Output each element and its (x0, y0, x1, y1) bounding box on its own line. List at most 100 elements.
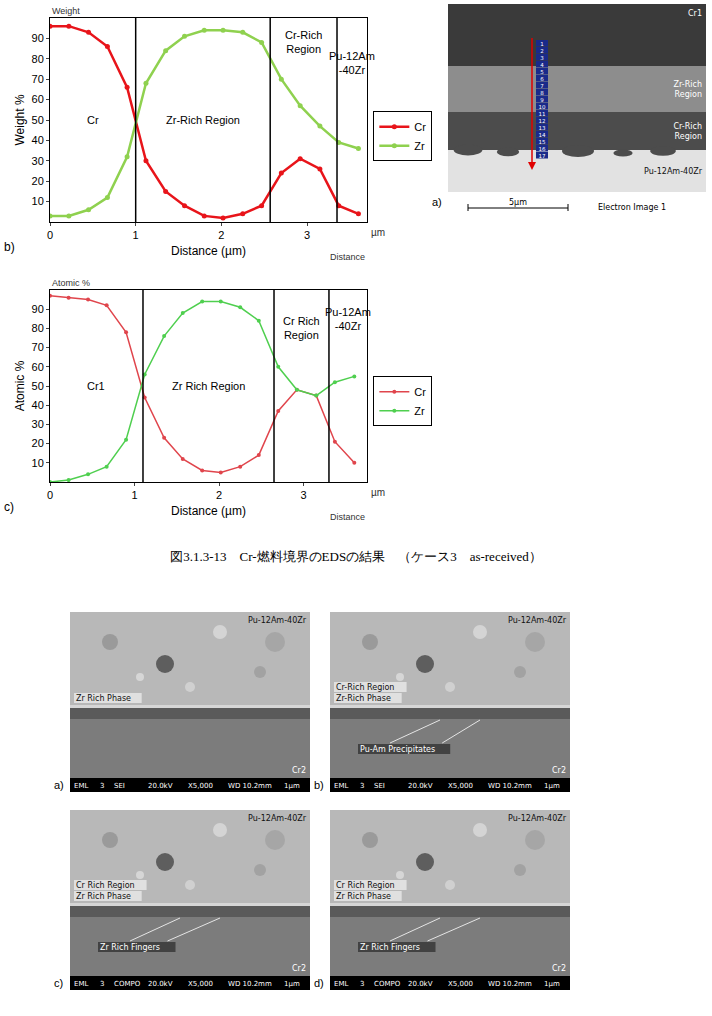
svg-text:EML: EML (74, 782, 88, 790)
svg-text:Atomic %: Atomic % (13, 360, 27, 411)
svg-text:3: 3 (301, 489, 307, 501)
svg-text:2: 2 (540, 48, 544, 54)
svg-text:Pu-12Am-40Zr: Pu-12Am-40Zr (644, 167, 703, 176)
svg-text:1µm: 1µm (544, 782, 560, 790)
svg-text:EML: EML (334, 782, 348, 790)
svg-text:WD 10.2mm: WD 10.2mm (228, 980, 272, 988)
svg-text:COMPO: COMPO (114, 980, 141, 988)
svg-text:1: 1 (131, 489, 137, 501)
svg-text:3: 3 (360, 980, 364, 988)
svg-text:Zr: Zr (414, 140, 425, 152)
svg-text:1: 1 (133, 229, 139, 241)
svg-text:9: 9 (540, 97, 544, 103)
svg-text:Cr2: Cr2 (292, 766, 306, 775)
svg-text:Weight: Weight (52, 6, 80, 16)
svg-text:20.0kV: 20.0kV (148, 980, 173, 988)
svg-text:Pu-12Am-40Zr: Pu-12Am-40Zr (325, 306, 371, 332)
svg-text:40: 40 (32, 399, 44, 411)
svg-text:90: 90 (32, 32, 44, 44)
svg-text:1µm: 1µm (284, 980, 300, 988)
svg-text:20.0kV: 20.0kV (408, 980, 433, 988)
svg-text:30: 30 (32, 418, 44, 430)
svg-text:40: 40 (32, 134, 44, 146)
svg-text:Cr: Cr (414, 121, 426, 133)
svg-text:Cr1: Cr1 (688, 9, 702, 18)
svg-text:EML: EML (334, 980, 348, 988)
svg-text:12: 12 (539, 118, 546, 124)
svg-text:Cr Rich Region: Cr Rich Region (76, 881, 135, 890)
svg-text:Zr Rich Phase: Zr Rich Phase (76, 694, 131, 703)
svg-text:Cr: Cr (87, 114, 99, 126)
svg-text:Pu-12Am-40Zr: Pu-12Am-40Zr (508, 616, 567, 625)
svg-text:20: 20 (32, 175, 44, 187)
svg-text:Zr Rich Fingers: Zr Rich Fingers (100, 943, 160, 952)
svg-text:Pu-12Am-40Zr: Pu-12Am-40Zr (508, 814, 567, 823)
svg-text:1µm: 1µm (284, 782, 300, 790)
svg-text:Cr1: Cr1 (87, 380, 105, 392)
svg-text:Pu-12Am-40Zr: Pu-12Am-40Zr (248, 616, 307, 625)
svg-text:Region: Region (675, 90, 702, 99)
svg-text:Pu-12Am-40Zr: Pu-12Am-40Zr (248, 814, 307, 823)
svg-text:3: 3 (540, 55, 544, 61)
svg-text:SEI: SEI (114, 782, 125, 790)
svg-text:Cr Rich Region: Cr Rich Region (336, 881, 395, 890)
svg-text:Cr-Rich: Cr-Rich (674, 122, 703, 131)
svg-text:Distance (µm): Distance (µm) (171, 244, 246, 258)
svg-text:Zr-Rich Phase: Zr-Rich Phase (336, 694, 391, 703)
svg-text:6: 6 (540, 76, 544, 82)
svg-text:Zr Rich Fingers: Zr Rich Fingers (360, 943, 420, 952)
svg-text:60: 60 (32, 93, 44, 105)
svg-text:10: 10 (32, 457, 44, 469)
svg-text:X5,000: X5,000 (448, 980, 473, 988)
svg-text:1µm: 1µm (544, 980, 560, 988)
svg-text:Zr Rich Phase: Zr Rich Phase (76, 892, 131, 901)
svg-text:Cr2: Cr2 (292, 964, 306, 973)
svg-text:µm: µm (371, 227, 385, 238)
svg-text:Distance: Distance (330, 512, 365, 522)
svg-text:EML: EML (74, 980, 88, 988)
svg-text:Cr2: Cr2 (552, 766, 566, 775)
svg-text:30: 30 (32, 155, 44, 167)
svg-text:Zr-Rich Region: Zr-Rich Region (166, 114, 240, 126)
svg-text:3: 3 (100, 980, 104, 988)
svg-text:3: 3 (360, 782, 364, 790)
svg-text:0: 0 (47, 489, 53, 501)
svg-text:Pu-12Am-40Zr: Pu-12Am-40Zr (329, 50, 375, 76)
svg-text:7: 7 (540, 83, 544, 89)
svg-text:3: 3 (100, 782, 104, 790)
svg-text:COMPO: COMPO (374, 980, 401, 988)
svg-text:16: 16 (539, 146, 546, 152)
svg-text:Cr: Cr (414, 386, 426, 398)
svg-text:Zr: Zr (414, 405, 425, 417)
svg-text:X5,000: X5,000 (188, 980, 213, 988)
svg-text:Pu-Am Precipitates: Pu-Am Precipitates (360, 745, 435, 754)
svg-text:Electron Image 1: Electron Image 1 (598, 203, 666, 212)
svg-text:70: 70 (32, 73, 44, 85)
svg-text:Region: Region (675, 132, 702, 141)
svg-text:Cr2: Cr2 (552, 964, 566, 973)
svg-text:1: 1 (540, 41, 544, 47)
svg-text:Distance (µm): Distance (µm) (171, 504, 246, 518)
svg-text:Atomic %: Atomic % (52, 278, 90, 288)
svg-text:0: 0 (47, 229, 53, 241)
svg-text:20.0kV: 20.0kV (408, 782, 433, 790)
svg-text:90: 90 (32, 303, 44, 315)
svg-text:20: 20 (32, 437, 44, 449)
svg-text:µm: µm (371, 487, 385, 498)
svg-text:2: 2 (216, 489, 222, 501)
svg-text:WD 10.2mm: WD 10.2mm (488, 782, 532, 790)
svg-text:Zr Rich Phase: Zr Rich Phase (336, 892, 391, 901)
svg-text:70: 70 (32, 341, 44, 353)
svg-text:Weight %: Weight % (13, 94, 27, 145)
svg-text:13: 13 (539, 125, 546, 131)
svg-text:X5,000: X5,000 (188, 782, 213, 790)
svg-text:Distance: Distance (330, 252, 365, 262)
svg-text:Cr RichRegion: Cr RichRegion (283, 315, 320, 341)
svg-text:WD 10.2mm: WD 10.2mm (488, 980, 532, 988)
svg-text:17: 17 (539, 153, 546, 159)
svg-text:10: 10 (539, 104, 546, 110)
svg-text:Cr-Rich Region: Cr-Rich Region (336, 683, 394, 692)
svg-text:Zr-Rich: Zr-Rich (674, 80, 702, 89)
svg-text:20.0kV: 20.0kV (148, 782, 173, 790)
svg-text:5: 5 (540, 69, 544, 75)
